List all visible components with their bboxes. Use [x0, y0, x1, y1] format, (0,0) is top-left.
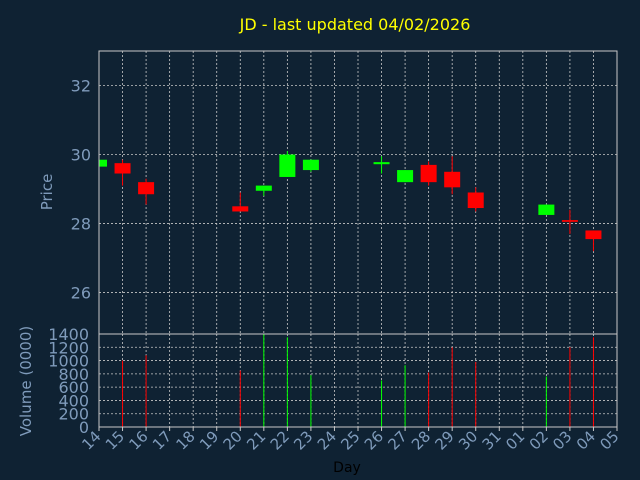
candle-body [232, 206, 249, 212]
candle-body [138, 182, 155, 195]
volume-tick-label: 0 [79, 418, 89, 437]
candle-body [114, 163, 131, 174]
volume-tick-label: 800 [58, 365, 89, 384]
volume-grid [99, 334, 617, 427]
x-tick-label: 18 [173, 427, 199, 453]
candle-body [255, 185, 272, 191]
x-tick-label: 20 [220, 427, 246, 453]
candle-body [99, 159, 107, 167]
axes [98, 50, 618, 431]
volume-tick-label: 1400 [48, 325, 89, 344]
candle-body [302, 159, 319, 171]
price-tick-label: 32 [71, 77, 91, 96]
volume-tick-label: 1200 [48, 338, 89, 357]
x-tick-label: 21 [243, 427, 269, 453]
x-tick-label: 26 [361, 427, 387, 453]
x-tick-label: 29 [432, 427, 458, 453]
volume-axis-label: Volume (0000) [17, 326, 35, 436]
chart-title: JD - last updated 04/02/2026 [239, 15, 471, 34]
x-tick-label: 25 [337, 427, 363, 453]
price-tick-label: 26 [71, 284, 91, 303]
candle-body [585, 230, 602, 240]
candle-body [444, 171, 461, 188]
price-axis-label: Price [38, 174, 56, 211]
x-tick-label: 28 [408, 427, 434, 453]
candles [98, 151, 602, 252]
x-tick-label: 15 [102, 427, 128, 453]
x-axis-label: Day [333, 460, 361, 476]
volume-tick-label: 400 [58, 391, 89, 410]
x-tick-label: 02 [526, 427, 552, 453]
x-tick-label: 24 [314, 427, 340, 453]
volume-tick-label: 1000 [48, 352, 89, 371]
x-tick-label: 23 [290, 427, 316, 453]
candle-body [420, 164, 437, 183]
tick-labels: 1415161718192021222324252627282930310102… [48, 77, 622, 454]
volume-tick-label: 200 [58, 405, 89, 424]
price-tick-label: 30 [71, 146, 91, 165]
price-grid [99, 51, 617, 334]
price-tick-label: 28 [71, 215, 91, 234]
candle-body [279, 154, 296, 177]
candle-body [373, 162, 390, 165]
x-tick-label: 04 [573, 427, 599, 453]
volume-bars [122, 334, 594, 427]
x-tick-label: 17 [149, 427, 175, 453]
x-tick-label: 01 [502, 427, 528, 453]
x-tick-label: 27 [384, 427, 410, 453]
candle-body [467, 192, 484, 209]
x-tick-label: 16 [125, 427, 151, 453]
candle-body [561, 220, 578, 222]
x-tick-label: 31 [479, 427, 505, 453]
x-tick-label: 30 [455, 427, 481, 453]
candle-body [538, 204, 555, 215]
candle-body [397, 170, 414, 183]
x-tick-label: 05 [596, 427, 622, 453]
x-tick-label: 03 [549, 427, 575, 453]
volume-tick-label: 600 [58, 378, 89, 397]
x-tick-label: 22 [267, 427, 293, 453]
x-tick-label: 19 [196, 427, 222, 453]
